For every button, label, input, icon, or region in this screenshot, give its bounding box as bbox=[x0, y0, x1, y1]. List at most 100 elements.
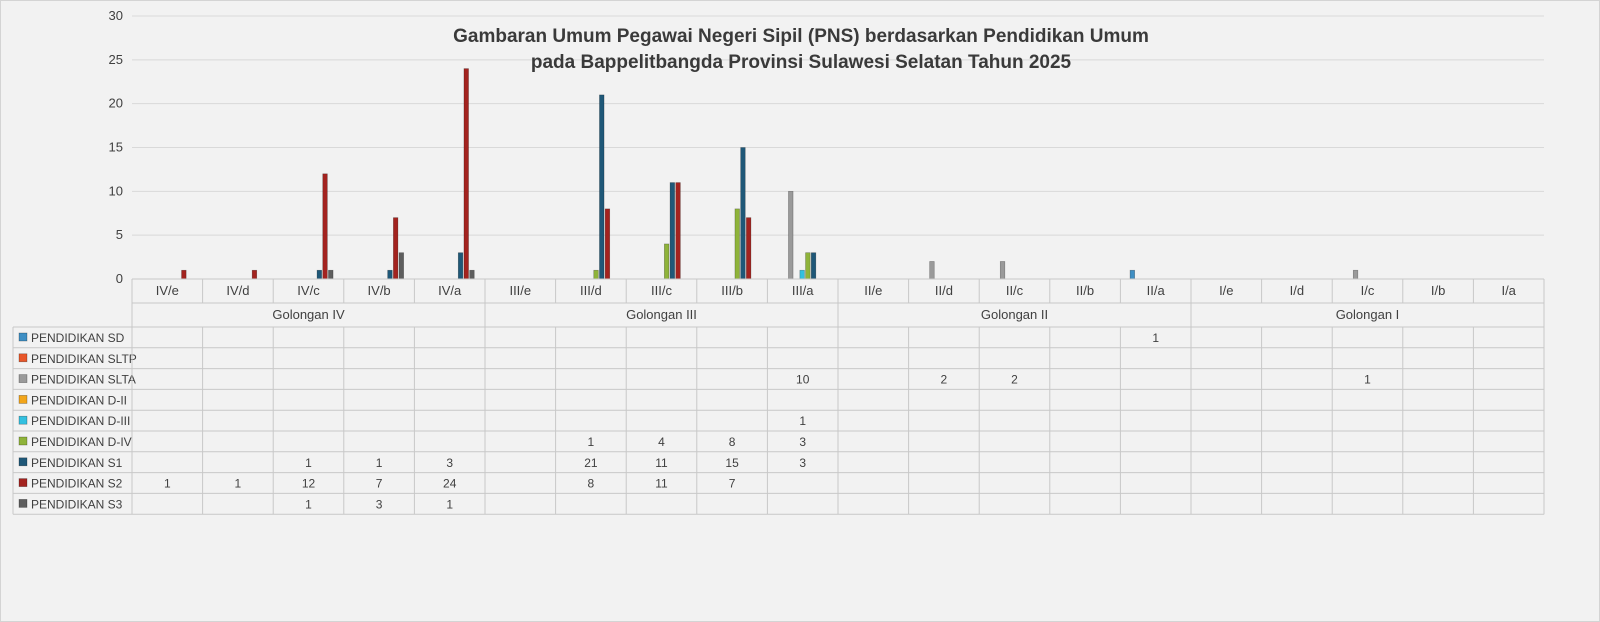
x-tick-label: II/e bbox=[864, 283, 882, 298]
x-tick-label: III/d bbox=[580, 283, 602, 298]
data-label: 1 bbox=[1364, 373, 1371, 387]
data-label: 4 bbox=[658, 435, 665, 449]
y-axis-ticks: 0 5 10 15 20 25 30 bbox=[109, 8, 123, 286]
bar-pendidikan-d-iii-iii-a bbox=[799, 269, 805, 280]
legend-swatch bbox=[18, 395, 28, 404]
group-label: Golongan III bbox=[626, 307, 697, 322]
bar-pendidikan-s1-iv-a bbox=[457, 252, 464, 280]
bar-pendidikan-s2-iv-e bbox=[181, 269, 187, 280]
bar-pendidikan-s1-iv-b bbox=[387, 269, 393, 280]
x-tick-label: III/e bbox=[509, 283, 531, 298]
x-tick-label: III/c bbox=[651, 283, 672, 298]
bar-pendidikan-s2-iii-c bbox=[675, 182, 681, 280]
chart-title-line-1: Gambaran Umum Pegawai Negeri Sipil (PNS)… bbox=[453, 26, 1149, 47]
legend-entry: PENDIDIKAN SLTP bbox=[31, 352, 137, 366]
data-label: 1 bbox=[305, 497, 312, 511]
bar-pendidikan-slta-i-c bbox=[1352, 269, 1359, 280]
group-label: Golongan II bbox=[981, 307, 1048, 322]
x-tick-label: II/d bbox=[935, 283, 953, 298]
legend-entry: PENDIDIKAN D-III bbox=[31, 414, 130, 428]
gridlines bbox=[132, 15, 1544, 280]
bar-pendidikan-s3-iv-b bbox=[398, 252, 404, 280]
group-label: Golongan I bbox=[1336, 307, 1400, 322]
data-label: 7 bbox=[376, 477, 383, 491]
data-label: 1 bbox=[305, 456, 312, 470]
data-label: 24 bbox=[443, 477, 457, 491]
x-tick-label: I/c bbox=[1361, 283, 1375, 298]
legend-swatch bbox=[18, 499, 28, 508]
x-tick-label: III/a bbox=[792, 283, 814, 298]
data-label: 21 bbox=[584, 456, 598, 470]
x-tick-label: IV/c bbox=[297, 283, 320, 298]
y-tick-label-10: 10 bbox=[109, 183, 123, 198]
data-label: 3 bbox=[446, 456, 453, 470]
data-label: 1 bbox=[376, 456, 383, 470]
legend-swatch bbox=[18, 415, 28, 425]
legend-entry: PENDIDIKAN S2 bbox=[31, 477, 123, 491]
x-tick-label: III/b bbox=[721, 283, 743, 298]
data-label: 8 bbox=[588, 477, 595, 491]
bar-pendidikan-s2-iv-a bbox=[463, 68, 469, 280]
data-label: 11 bbox=[655, 477, 668, 491]
bar-pendidikan-slta-iii-a bbox=[788, 191, 794, 280]
data-label: 3 bbox=[799, 456, 806, 470]
x-tick-label: IV/b bbox=[368, 283, 391, 298]
bar-pendidikan-d-iv-iii-c bbox=[664, 243, 670, 280]
y-tick-label-25: 25 bbox=[109, 52, 123, 67]
data-label: 2 bbox=[1011, 373, 1018, 387]
data-label: 1 bbox=[1152, 331, 1159, 345]
data-label: 10 bbox=[796, 373, 810, 387]
data-label: 3 bbox=[799, 435, 806, 449]
bar-pendidikan-d-iv-iii-b bbox=[734, 208, 740, 280]
legend-swatch bbox=[18, 436, 28, 446]
bar-pendidikan-slta-ii-d bbox=[929, 261, 935, 280]
bar-pendidikan-d-iv-iii-a bbox=[805, 252, 811, 280]
legend-entry: PENDIDIKAN SLTA bbox=[31, 373, 136, 387]
bars bbox=[181, 68, 1359, 280]
x-tick-label: IV/e bbox=[156, 283, 179, 298]
bar-pendidikan-s2-iv-d bbox=[251, 269, 258, 280]
data-label: 3 bbox=[376, 497, 383, 511]
bar-pendidikan-s1-iii-a bbox=[810, 252, 817, 280]
x-tick-label: II/a bbox=[1147, 283, 1166, 298]
data-label: 1 bbox=[799, 414, 806, 428]
bar-pendidikan-s1-iii-c bbox=[669, 182, 675, 280]
x-tick-label: I/a bbox=[1501, 283, 1516, 298]
bar-pendidikan-s2-iv-c bbox=[322, 173, 328, 280]
bar-pendidikan-slta-ii-c bbox=[999, 261, 1006, 280]
x-tick-label: II/b bbox=[1076, 283, 1094, 298]
legend-entry: PENDIDIKAN S3 bbox=[31, 497, 123, 511]
legend-entry: PENDIDIKAN D-II bbox=[31, 393, 127, 407]
bar-pendidikan-s2-iii-d bbox=[604, 208, 611, 280]
bar-pendidikan-s3-iv-c bbox=[328, 269, 334, 280]
data-label: 15 bbox=[725, 456, 739, 470]
data-label: 2 bbox=[941, 373, 948, 387]
x-tick-label: IV/d bbox=[226, 283, 249, 298]
x-tick-label: II/c bbox=[1006, 283, 1024, 298]
y-tick-label-20: 20 bbox=[109, 96, 123, 111]
data-label: 12 bbox=[302, 477, 316, 491]
x-tick-label: I/e bbox=[1219, 283, 1233, 298]
legend-swatch bbox=[18, 332, 28, 342]
y-tick-label-0: 0 bbox=[116, 271, 123, 286]
legend-entry: PENDIDIKAN S1 bbox=[31, 456, 123, 470]
y-tick-label-30: 30 bbox=[109, 8, 123, 23]
bar-pendidikan-s1-iv-c bbox=[316, 269, 322, 280]
x-tick-label: I/b bbox=[1431, 283, 1445, 298]
data-label: 7 bbox=[729, 477, 736, 491]
data-label: 1 bbox=[446, 497, 453, 511]
legend-entry: PENDIDIKAN SD bbox=[31, 331, 125, 345]
legend-swatch bbox=[18, 353, 28, 363]
y-tick-label-5: 5 bbox=[116, 227, 123, 242]
data-label: 1 bbox=[235, 477, 242, 491]
data-label: 11 bbox=[655, 456, 668, 470]
y-tick-label-15: 15 bbox=[109, 140, 123, 155]
bar-pendidikan-sd-ii-a bbox=[1129, 269, 1135, 280]
legend-swatch bbox=[18, 457, 28, 467]
data-label: 8 bbox=[729, 435, 736, 449]
bar-pendidikan-d-iv-iii-d bbox=[593, 269, 599, 280]
data-table: IV/e IV/d IV/c IV/b IV/a III/e III/d III/c III/b… bbox=[12, 278, 1545, 515]
bar-pendidikan-s1-iii-b bbox=[740, 147, 746, 280]
